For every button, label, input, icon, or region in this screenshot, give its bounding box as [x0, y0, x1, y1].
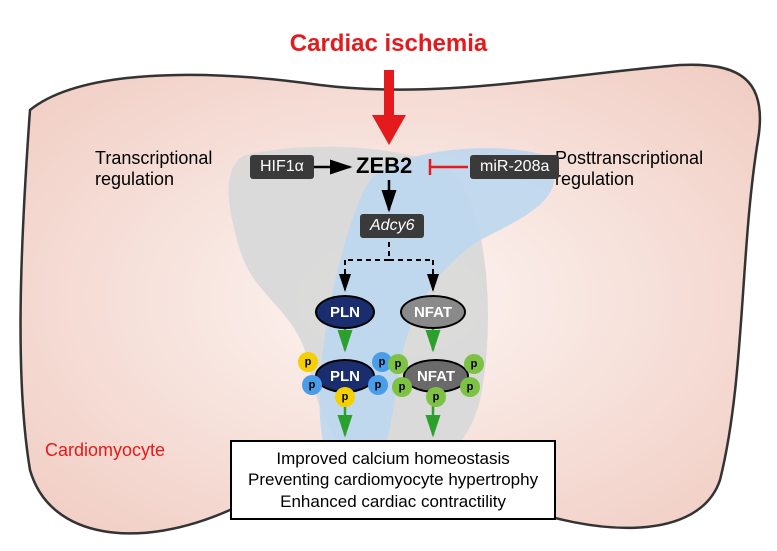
p-circle-blue: p — [302, 375, 322, 395]
p-circle-green: p — [388, 354, 408, 374]
title-cardiac-ischemia: Cardiac ischemia — [0, 30, 777, 58]
p-circle-yellow: p — [298, 352, 318, 372]
outcome-box: Improved calcium homeostasis Preventing … — [230, 440, 556, 520]
adcy6-node: Adcy6 — [360, 214, 424, 238]
hif1a-node: HIF1α — [250, 155, 314, 179]
mir208a-node: miR-208a — [470, 155, 559, 179]
p-circle-green: p — [426, 387, 446, 407]
zeb2-node: ZEB2 — [356, 153, 412, 179]
outcome-line: Preventing cardiomyocyte hypertrophy — [248, 469, 538, 490]
cardiomyocyte-label: Cardiomyocyte — [45, 440, 165, 461]
outcome-line: Improved calcium homeostasis — [248, 448, 538, 469]
pln-phospho-group: PLN p p p p p — [300, 355, 390, 399]
outcome-line: Enhanced cardiac contractility — [248, 491, 538, 512]
nfat-oval-1: NFAT — [400, 295, 466, 329]
p-circle-green: p — [460, 377, 480, 397]
p-circle-yellow: p — [335, 387, 355, 407]
transcriptional-regulation-label: Transcriptional regulation — [95, 148, 212, 190]
p-circle-green: p — [392, 377, 412, 397]
nfat-phospho-group: NFAT p p p p p — [388, 355, 484, 399]
p-circle-blue: p — [368, 375, 388, 395]
pln-oval-1: PLN — [315, 295, 375, 329]
p-circle-green: p — [464, 354, 484, 374]
posttranscriptional-regulation-label: Posttranscriptional regulation — [555, 148, 703, 190]
diagram-canvas: Cardiac ischemia Transcriptional regulat… — [0, 0, 777, 551]
